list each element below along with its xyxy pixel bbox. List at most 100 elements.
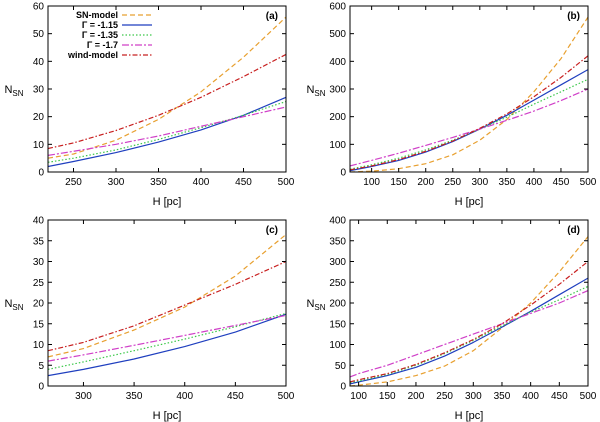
y-axis-label: NSN (4, 84, 23, 98)
x-tick-label: 300 (75, 391, 92, 402)
y-tick-label: 400 (329, 216, 346, 227)
y-axis-label-subscript: SN (314, 303, 325, 312)
series-line-1-7 (350, 290, 588, 378)
y-axis-label: NSN (306, 84, 325, 98)
series-line-1-15 (48, 96, 286, 168)
series-line-sn-model (48, 234, 286, 358)
y-tick-label: 0 (340, 382, 346, 393)
y-tick-label: 60 (33, 2, 45, 13)
series-line-wind-model (350, 261, 588, 383)
series-line-wind-model (350, 55, 588, 171)
series-line-1-35 (48, 312, 286, 370)
y-axis-label: NSN (4, 298, 23, 312)
y-tick-label: 50 (33, 29, 45, 40)
x-tick-label: 450 (551, 391, 568, 402)
x-tick-label: 400 (526, 177, 543, 188)
x-tick-label: 250 (65, 177, 82, 188)
x-tick-label: 400 (193, 177, 210, 188)
x-tick-label: 450 (227, 391, 244, 402)
panel-label: (b) (567, 11, 580, 22)
y-axis-label-main: N (306, 298, 314, 310)
series-line-wind-model (48, 53, 286, 150)
panel-b: 100 150 200 250 300 350 400 450 500 0 100 200 300 400… (306, 2, 596, 209)
series-line-sn-model (350, 16, 588, 172)
y-axis-label-subscript: SN (314, 89, 325, 98)
x-tick-label: 500 (278, 391, 295, 402)
series-line-1-15 (350, 277, 588, 385)
series-line-1-7 (48, 314, 286, 362)
panel-c: 300 350 400 450 500 0 5 10 15 20 25 30 35 40 H [pc] NSN… (4, 216, 294, 422)
x-tick-label: 300 (471, 177, 488, 188)
y-tick-label: 10 (33, 140, 45, 151)
series-line-1-7 (48, 106, 286, 156)
series-line-1-35 (48, 100, 286, 163)
legend-label: wind-model (67, 50, 118, 60)
y-axis-label-subscript: SN (12, 303, 23, 312)
x-tick-label: 250 (444, 177, 461, 188)
y-tick-label: 10 (33, 340, 45, 351)
y-tick-label: 15 (33, 319, 45, 330)
y-axis-label-main: N (306, 84, 314, 96)
y-tick-label: 35 (33, 236, 45, 247)
x-tick-label: 300 (465, 391, 482, 402)
y-tick-label: 20 (33, 112, 45, 123)
y-tick-label: 300 (329, 257, 346, 268)
series-line-sn-model (350, 236, 588, 386)
y-tick-label: 30 (33, 85, 45, 96)
series-line-1-15 (350, 69, 588, 172)
x-tick-label: 450 (235, 177, 252, 188)
y-tick-label: 50 (335, 361, 347, 372)
y-tick-label: 0 (38, 382, 44, 393)
x-tick-label: 450 (553, 177, 570, 188)
y-tick-label: 350 (329, 236, 346, 247)
series-line-sn-model (48, 16, 286, 159)
x-tick-label: 200 (408, 391, 425, 402)
y-tick-label: 25 (33, 278, 45, 289)
legend-label: Γ = -1.35 (82, 30, 118, 40)
x-tick-label: 500 (580, 391, 597, 402)
y-tick-label: 40 (33, 216, 45, 227)
y-tick-label: 0 (340, 168, 346, 179)
x-tick-label: 250 (436, 391, 453, 402)
y-tick-label: 400 (329, 57, 346, 68)
x-tick-label: 100 (350, 391, 367, 402)
y-tick-label: 500 (329, 29, 346, 40)
y-tick-label: 300 (329, 85, 346, 96)
plot-frame (47, 219, 287, 387)
y-tick-label: 100 (329, 140, 346, 151)
x-tick-label: 500 (580, 177, 597, 188)
x-tick-label: 350 (494, 391, 511, 402)
y-tick-label: 250 (329, 278, 346, 289)
x-tick-label: 400 (522, 391, 539, 402)
x-axis-label: H [pc] (153, 410, 182, 422)
series-line-wind-model (48, 260, 286, 352)
y-tick-label: 100 (329, 340, 346, 351)
plot-frame (349, 5, 589, 173)
series-line-1-35 (350, 285, 588, 384)
y-tick-label: 200 (329, 112, 346, 123)
y-tick-label: 20 (33, 299, 45, 310)
panel-label: (c) (266, 225, 278, 236)
y-axis-label-main: N (4, 298, 12, 310)
legend-label: Γ = -1.7 (87, 40, 118, 50)
series-line-1-7 (350, 88, 588, 167)
y-tick-label: 600 (329, 2, 346, 13)
y-tick-label: 30 (33, 257, 45, 268)
y-axis-label-subscript: SN (12, 89, 23, 98)
series-line-1-15 (48, 313, 286, 377)
y-axis-label: NSN (306, 298, 325, 312)
y-tick-label: 0 (38, 168, 44, 179)
panel-d: 100 150 200 250 300 350 400 450 500 0 50 100 150 200 2… (306, 216, 596, 422)
x-tick-label: 150 (379, 391, 396, 402)
x-tick-label: 400 (176, 391, 193, 402)
y-tick-label: 200 (329, 299, 346, 310)
panel-label: (a) (266, 11, 278, 22)
x-tick-label: 500 (278, 177, 295, 188)
panel-label: (d) (567, 225, 580, 236)
x-axis-label: H [pc] (153, 196, 182, 208)
x-tick-label: 350 (126, 391, 143, 402)
legend-label: Γ = -1.15 (82, 20, 118, 30)
